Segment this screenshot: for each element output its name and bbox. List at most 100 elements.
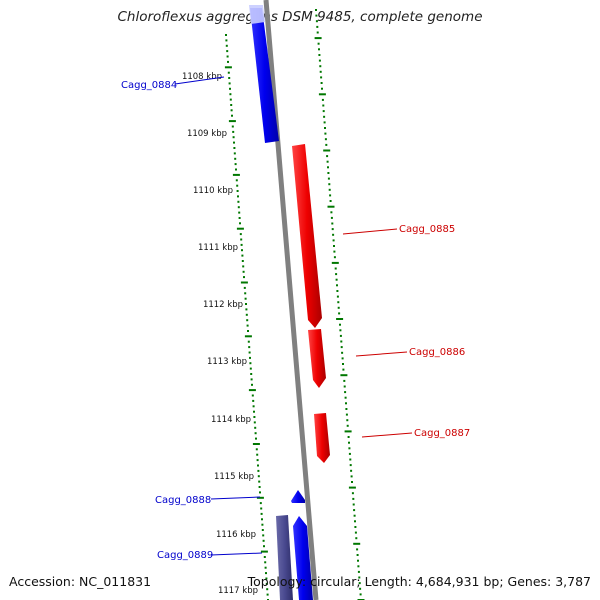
gene-cagg-0884[interactable] [249, 5, 279, 143]
gene-cagg-0887[interactable] [314, 413, 330, 463]
track-tick [348, 486, 356, 489]
track-tick [244, 335, 252, 338]
track-tick [260, 550, 268, 553]
track-tick [331, 222, 334, 225]
track-tick [333, 256, 336, 259]
track-tick [263, 545, 265, 548]
track-tick [319, 70, 322, 73]
track-tick [323, 149, 331, 152]
track-tick [357, 570, 360, 573]
track-tick [258, 486, 261, 488]
track-tick [351, 492, 354, 495]
track-tick [337, 301, 340, 304]
track-tick [352, 503, 355, 506]
track-tick [317, 42, 320, 45]
track-tick [330, 211, 333, 214]
track-tick [328, 188, 331, 191]
track-tick [230, 109, 233, 112]
track-tick [242, 270, 245, 273]
track-tick [343, 385, 346, 388]
track-tick [261, 523, 264, 526]
track-tick [234, 157, 237, 160]
track-tick [241, 260, 244, 262]
track-tick [335, 278, 338, 281]
track-tick [251, 383, 253, 386]
track-tick [262, 539, 265, 542]
track-tick [332, 233, 335, 236]
gene-label-cagg-0887[interactable]: Cagg_0887 [414, 428, 470, 439]
gene-label-cagg-0889[interactable]: Cagg_0889 [157, 550, 213, 561]
track-tick [348, 447, 351, 450]
tick-label: 1115 kbp [214, 472, 254, 482]
track-tick [250, 378, 253, 381]
gene-cagg-0888[interactable] [291, 490, 305, 503]
track-tick [347, 436, 350, 438]
track-tick [326, 155, 329, 158]
track-tick [263, 556, 266, 558]
track-tick [247, 330, 249, 332]
track-tick [340, 374, 348, 377]
track-tick [229, 98, 232, 101]
track-tick [331, 261, 339, 264]
track-tick [316, 25, 319, 28]
track-tick [336, 295, 339, 298]
track-tick [324, 132, 327, 135]
genome-summary-text: Topology: circular; Length: 4,684,931 bp… [247, 574, 591, 589]
leader-line [174, 76, 225, 85]
track-tick [334, 267, 337, 270]
track-tick [331, 228, 334, 231]
track-tick [322, 110, 325, 113]
gene-label-cagg-0885[interactable]: Cagg_0885 [399, 224, 455, 235]
track-tick [314, 37, 322, 40]
gene-label-cagg-0884[interactable]: Cagg_0884 [121, 80, 177, 91]
track-tick [318, 59, 321, 62]
gene-cagg-0889-b[interactable] [293, 516, 313, 600]
track-tick [260, 512, 263, 515]
track-tick [315, 20, 318, 23]
track-tick [343, 379, 346, 382]
track-tick [349, 464, 352, 467]
track-tick [261, 529, 264, 531]
track-tick [233, 141, 235, 144]
gene-label-cagg-0888[interactable]: Cagg_0888 [155, 495, 211, 506]
track-tick [350, 475, 353, 478]
track-tick [245, 313, 248, 316]
track-tick [249, 356, 251, 359]
gene-cagg-0886[interactable] [308, 329, 326, 388]
track-tick [328, 183, 331, 186]
track-tick [257, 475, 260, 478]
track-tick [240, 238, 243, 241]
track-tick [225, 44, 228, 47]
track-tick [319, 65, 322, 68]
track-tick [354, 531, 357, 534]
track-tick [350, 469, 353, 472]
track-tick [232, 130, 235, 133]
tick-label: 1110 kbp [193, 186, 233, 196]
track-tick [326, 160, 329, 163]
track-tick [260, 507, 263, 510]
track-tick [246, 319, 249, 322]
track-tick [346, 424, 349, 427]
track-tick [318, 93, 326, 96]
gene-cagg-0885[interactable] [292, 144, 322, 328]
track-tick [339, 334, 342, 337]
track-tick [239, 233, 242, 236]
track-tick [241, 249, 243, 252]
track-tick [225, 39, 228, 42]
leader-line [355, 351, 408, 357]
track-tick [241, 254, 244, 257]
track-tick [354, 526, 357, 528]
track-tick [254, 432, 257, 435]
tick-label: 1111 kbp [198, 243, 238, 253]
gene-label-cagg-0886[interactable]: Cagg_0886 [409, 347, 465, 358]
track-tick [327, 166, 329, 169]
track-tick [246, 324, 249, 327]
track-tick [359, 593, 362, 596]
track-tick [252, 443, 260, 445]
gene-cagg-0889[interactable] [276, 515, 293, 600]
tick-track-outer [314, 9, 365, 600]
track-tick [336, 318, 344, 320]
backbone-line [263, 0, 319, 600]
track-tick [248, 389, 256, 392]
track-tick [342, 368, 345, 371]
